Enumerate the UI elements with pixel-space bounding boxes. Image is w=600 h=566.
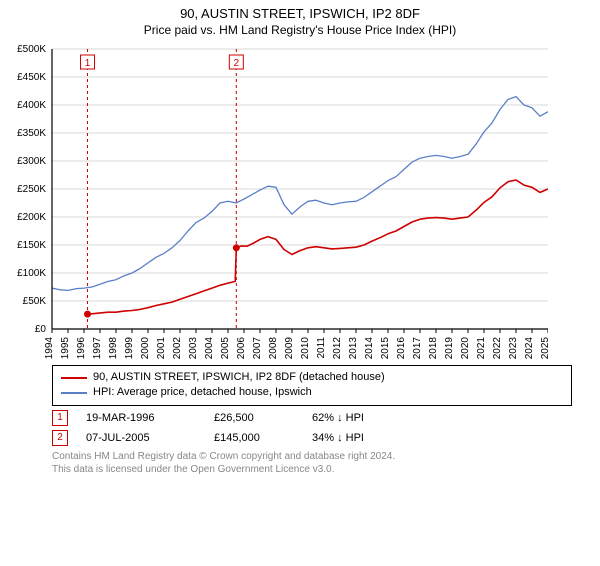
chart-title: 90, AUSTIN STREET, IPSWICH, IP2 8DF [0,6,600,21]
svg-text:2005: 2005 [220,337,231,360]
svg-text:2008: 2008 [268,337,279,360]
price-chart: £0 £50K £100K £150K £200K £250K £300K £350K £400… [0,41,548,361]
svg-text:2012: 2012 [332,337,343,360]
svg-text:2022: 2022 [492,337,503,360]
svg-text:2009: 2009 [284,337,295,360]
chart-subtitle: Price paid vs. HM Land Registry's House … [0,23,600,37]
svg-text:2024: 2024 [524,337,535,360]
svg-text:2003: 2003 [188,337,199,360]
marker-badge: 2 [52,430,68,446]
sale-price: £26,500 [214,412,294,424]
sale-price: £145,000 [214,432,294,444]
svg-text:1998: 1998 [108,337,119,360]
svg-text:£500K: £500K [17,44,46,55]
legend-item: 90, AUSTIN STREET, IPSWICH, IP2 8DF (det… [61,370,563,385]
svg-text:1994: 1994 [44,337,55,360]
legend-label: 90, AUSTIN STREET, IPSWICH, IP2 8DF (det… [93,370,385,385]
svg-text:£150K: £150K [17,240,46,251]
footer: Contains HM Land Registry data © Crown c… [52,450,572,476]
legend-item: HPI: Average price, detached house, Ipsw… [61,385,563,400]
svg-text:2004: 2004 [204,337,215,360]
svg-text:2017: 2017 [412,337,423,360]
svg-text:2020: 2020 [460,337,471,360]
svg-text:2000: 2000 [140,337,151,360]
svg-text:2025: 2025 [540,337,548,360]
svg-text:£350K: £350K [17,128,46,139]
svg-text:£400K: £400K [17,100,46,111]
sale-date: 07-JUL-2005 [86,432,196,444]
svg-text:£450K: £450K [17,72,46,83]
svg-text:2002: 2002 [172,337,183,360]
svg-text:2016: 2016 [396,337,407,360]
svg-text:2014: 2014 [364,337,375,360]
sale-row: 2 07-JUL-2005 £145,000 34% ↓ HPI [52,430,572,446]
svg-text:£50K: £50K [23,296,47,307]
svg-text:£200K: £200K [17,212,46,223]
footer-line: This data is licensed under the Open Gov… [52,463,572,476]
svg-text:£100K: £100K [17,268,46,279]
svg-text:1997: 1997 [92,337,103,360]
sale-row: 1 19-MAR-1996 £26,500 62% ↓ HPI [52,410,572,426]
legend-swatch [61,377,87,379]
svg-text:£250K: £250K [17,184,46,195]
footer-line: Contains HM Land Registry data © Crown c… [52,450,572,463]
sale-date: 19-MAR-1996 [86,412,196,424]
legend-label: HPI: Average price, detached house, Ipsw… [93,385,312,400]
svg-text:£0: £0 [35,324,47,335]
svg-text:1995: 1995 [60,337,71,360]
svg-text:2018: 2018 [428,337,439,360]
svg-text:2011: 2011 [316,337,327,359]
svg-text:1: 1 [85,58,91,69]
svg-text:2021: 2021 [476,337,487,360]
svg-text:1999: 1999 [124,337,135,360]
legend-swatch [61,392,87,394]
svg-text:2015: 2015 [380,337,391,360]
sales-table: 1 19-MAR-1996 £26,500 62% ↓ HPI 2 07-JUL… [52,410,572,446]
svg-text:2007: 2007 [252,337,263,360]
svg-text:2023: 2023 [508,337,519,360]
svg-text:£300K: £300K [17,156,46,167]
svg-text:1996: 1996 [76,337,87,360]
svg-text:2019: 2019 [444,337,455,360]
sale-diff: 34% ↓ HPI [312,432,402,444]
sale-diff: 62% ↓ HPI [312,412,402,424]
svg-text:2010: 2010 [300,337,311,360]
legend-box: 90, AUSTIN STREET, IPSWICH, IP2 8DF (det… [52,365,572,406]
svg-text:2013: 2013 [348,337,359,360]
svg-text:2006: 2006 [236,337,247,360]
svg-text:2001: 2001 [156,337,167,360]
marker-badge: 1 [52,410,68,426]
svg-text:2: 2 [234,58,240,69]
